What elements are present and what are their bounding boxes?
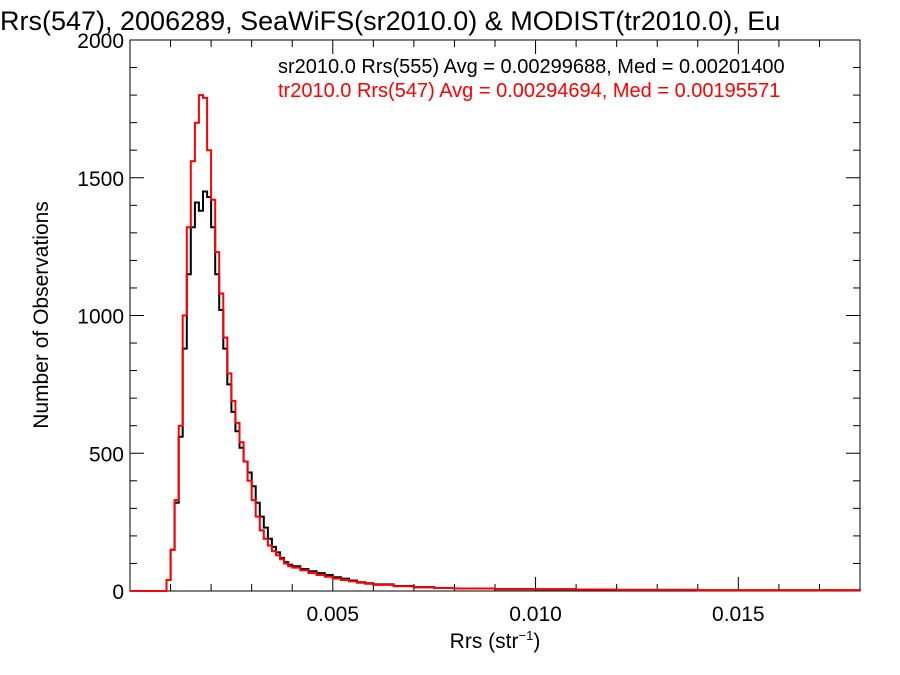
y-axis-label: Number of Observations xyxy=(30,201,53,429)
x-tick-label: 0.005 xyxy=(306,603,359,626)
y-axis-ticks: 0 500 1000 1500 2000 xyxy=(77,30,860,604)
y-tick-label: 500 xyxy=(89,443,124,466)
series-line-tr2010 xyxy=(130,94,861,592)
x-axis-label-close: ) xyxy=(533,630,540,653)
y-tick-label: 2000 xyxy=(77,30,124,53)
y-tick-label: 0 xyxy=(112,581,124,604)
x-axis-label-base: Rrs (str xyxy=(450,630,519,653)
x-axis-label-sup: −1 xyxy=(519,628,534,643)
x-tick-label: 0.015 xyxy=(712,603,765,626)
annotation-sr2010: sr2010.0 Rrs(555) Avg = 0.00299688, Med … xyxy=(278,56,785,78)
chart-title: Rrs(547), 2006289, SeaWiFS(sr2010.0) & M… xyxy=(0,6,780,36)
y-tick-label: 1000 xyxy=(77,306,124,329)
series-layer xyxy=(130,94,861,592)
x-axis-label: Rrs (str−1) xyxy=(450,628,541,653)
x-tick-label: 0.010 xyxy=(509,603,562,626)
annotation-tr2010: tr2010.0 Rrs(547) Avg = 0.00294694, Med … xyxy=(278,80,780,102)
y-tick-label: 1500 xyxy=(77,168,124,191)
